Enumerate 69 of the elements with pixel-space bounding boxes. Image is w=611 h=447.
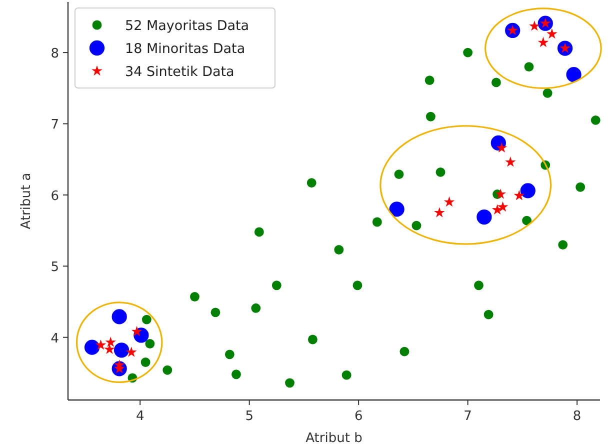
point xyxy=(412,220,422,230)
point xyxy=(474,280,484,290)
point xyxy=(232,370,241,380)
point xyxy=(126,346,137,357)
point xyxy=(224,350,234,360)
point xyxy=(142,314,152,324)
point xyxy=(522,216,532,226)
point xyxy=(590,115,600,125)
point xyxy=(566,67,582,82)
y-tick-label: 7 xyxy=(50,118,59,133)
x-tick-label: 5 xyxy=(245,409,254,424)
x-tick-label: 4 xyxy=(136,409,144,424)
point xyxy=(436,167,446,177)
point xyxy=(210,308,220,318)
x-tick-label: 8 xyxy=(572,409,582,424)
point xyxy=(272,280,282,290)
point xyxy=(484,310,494,320)
point xyxy=(162,365,172,375)
point xyxy=(400,346,410,356)
point xyxy=(394,170,404,180)
point xyxy=(426,112,436,122)
point xyxy=(145,339,155,348)
y-tick-label: 5 xyxy=(50,260,59,276)
point xyxy=(514,190,525,200)
point xyxy=(492,78,501,88)
legend-label: 18 Minoritas Data xyxy=(125,41,246,57)
point xyxy=(352,280,362,290)
point xyxy=(306,178,316,188)
y-tick-label: 4 xyxy=(50,331,59,346)
point xyxy=(495,188,506,199)
point xyxy=(114,342,130,358)
x-axis-title: Atribut b xyxy=(306,431,362,446)
x-tick-label: 6 xyxy=(354,409,363,424)
point xyxy=(190,292,200,302)
point xyxy=(538,36,549,48)
point xyxy=(434,207,445,218)
point xyxy=(389,202,404,217)
legend-label: 52 Mayoritas Data xyxy=(125,18,250,34)
point xyxy=(251,303,261,313)
x-tick-label: 7 xyxy=(464,409,472,424)
point xyxy=(424,76,434,86)
point xyxy=(342,370,352,380)
point xyxy=(546,28,558,39)
point xyxy=(497,201,508,212)
point xyxy=(463,48,473,58)
point xyxy=(524,62,534,72)
point xyxy=(112,309,127,324)
point xyxy=(95,340,106,350)
point xyxy=(372,217,382,227)
point xyxy=(476,209,492,225)
point xyxy=(308,334,318,344)
y-axis-title: Atribut a xyxy=(19,172,34,230)
point xyxy=(520,183,536,198)
point xyxy=(558,240,568,250)
point xyxy=(542,88,552,98)
point xyxy=(84,340,100,355)
point xyxy=(529,20,540,31)
y-tick-label: 8 xyxy=(50,46,59,62)
point xyxy=(140,358,150,367)
y-tick-label: 6 xyxy=(50,188,59,204)
point xyxy=(576,182,586,192)
point xyxy=(105,336,116,347)
legend-label: 34 Sintetik Data xyxy=(125,64,234,80)
point xyxy=(104,344,115,354)
point xyxy=(444,196,455,207)
point xyxy=(334,245,344,254)
point xyxy=(254,227,264,237)
point xyxy=(285,378,294,388)
point xyxy=(505,156,516,167)
